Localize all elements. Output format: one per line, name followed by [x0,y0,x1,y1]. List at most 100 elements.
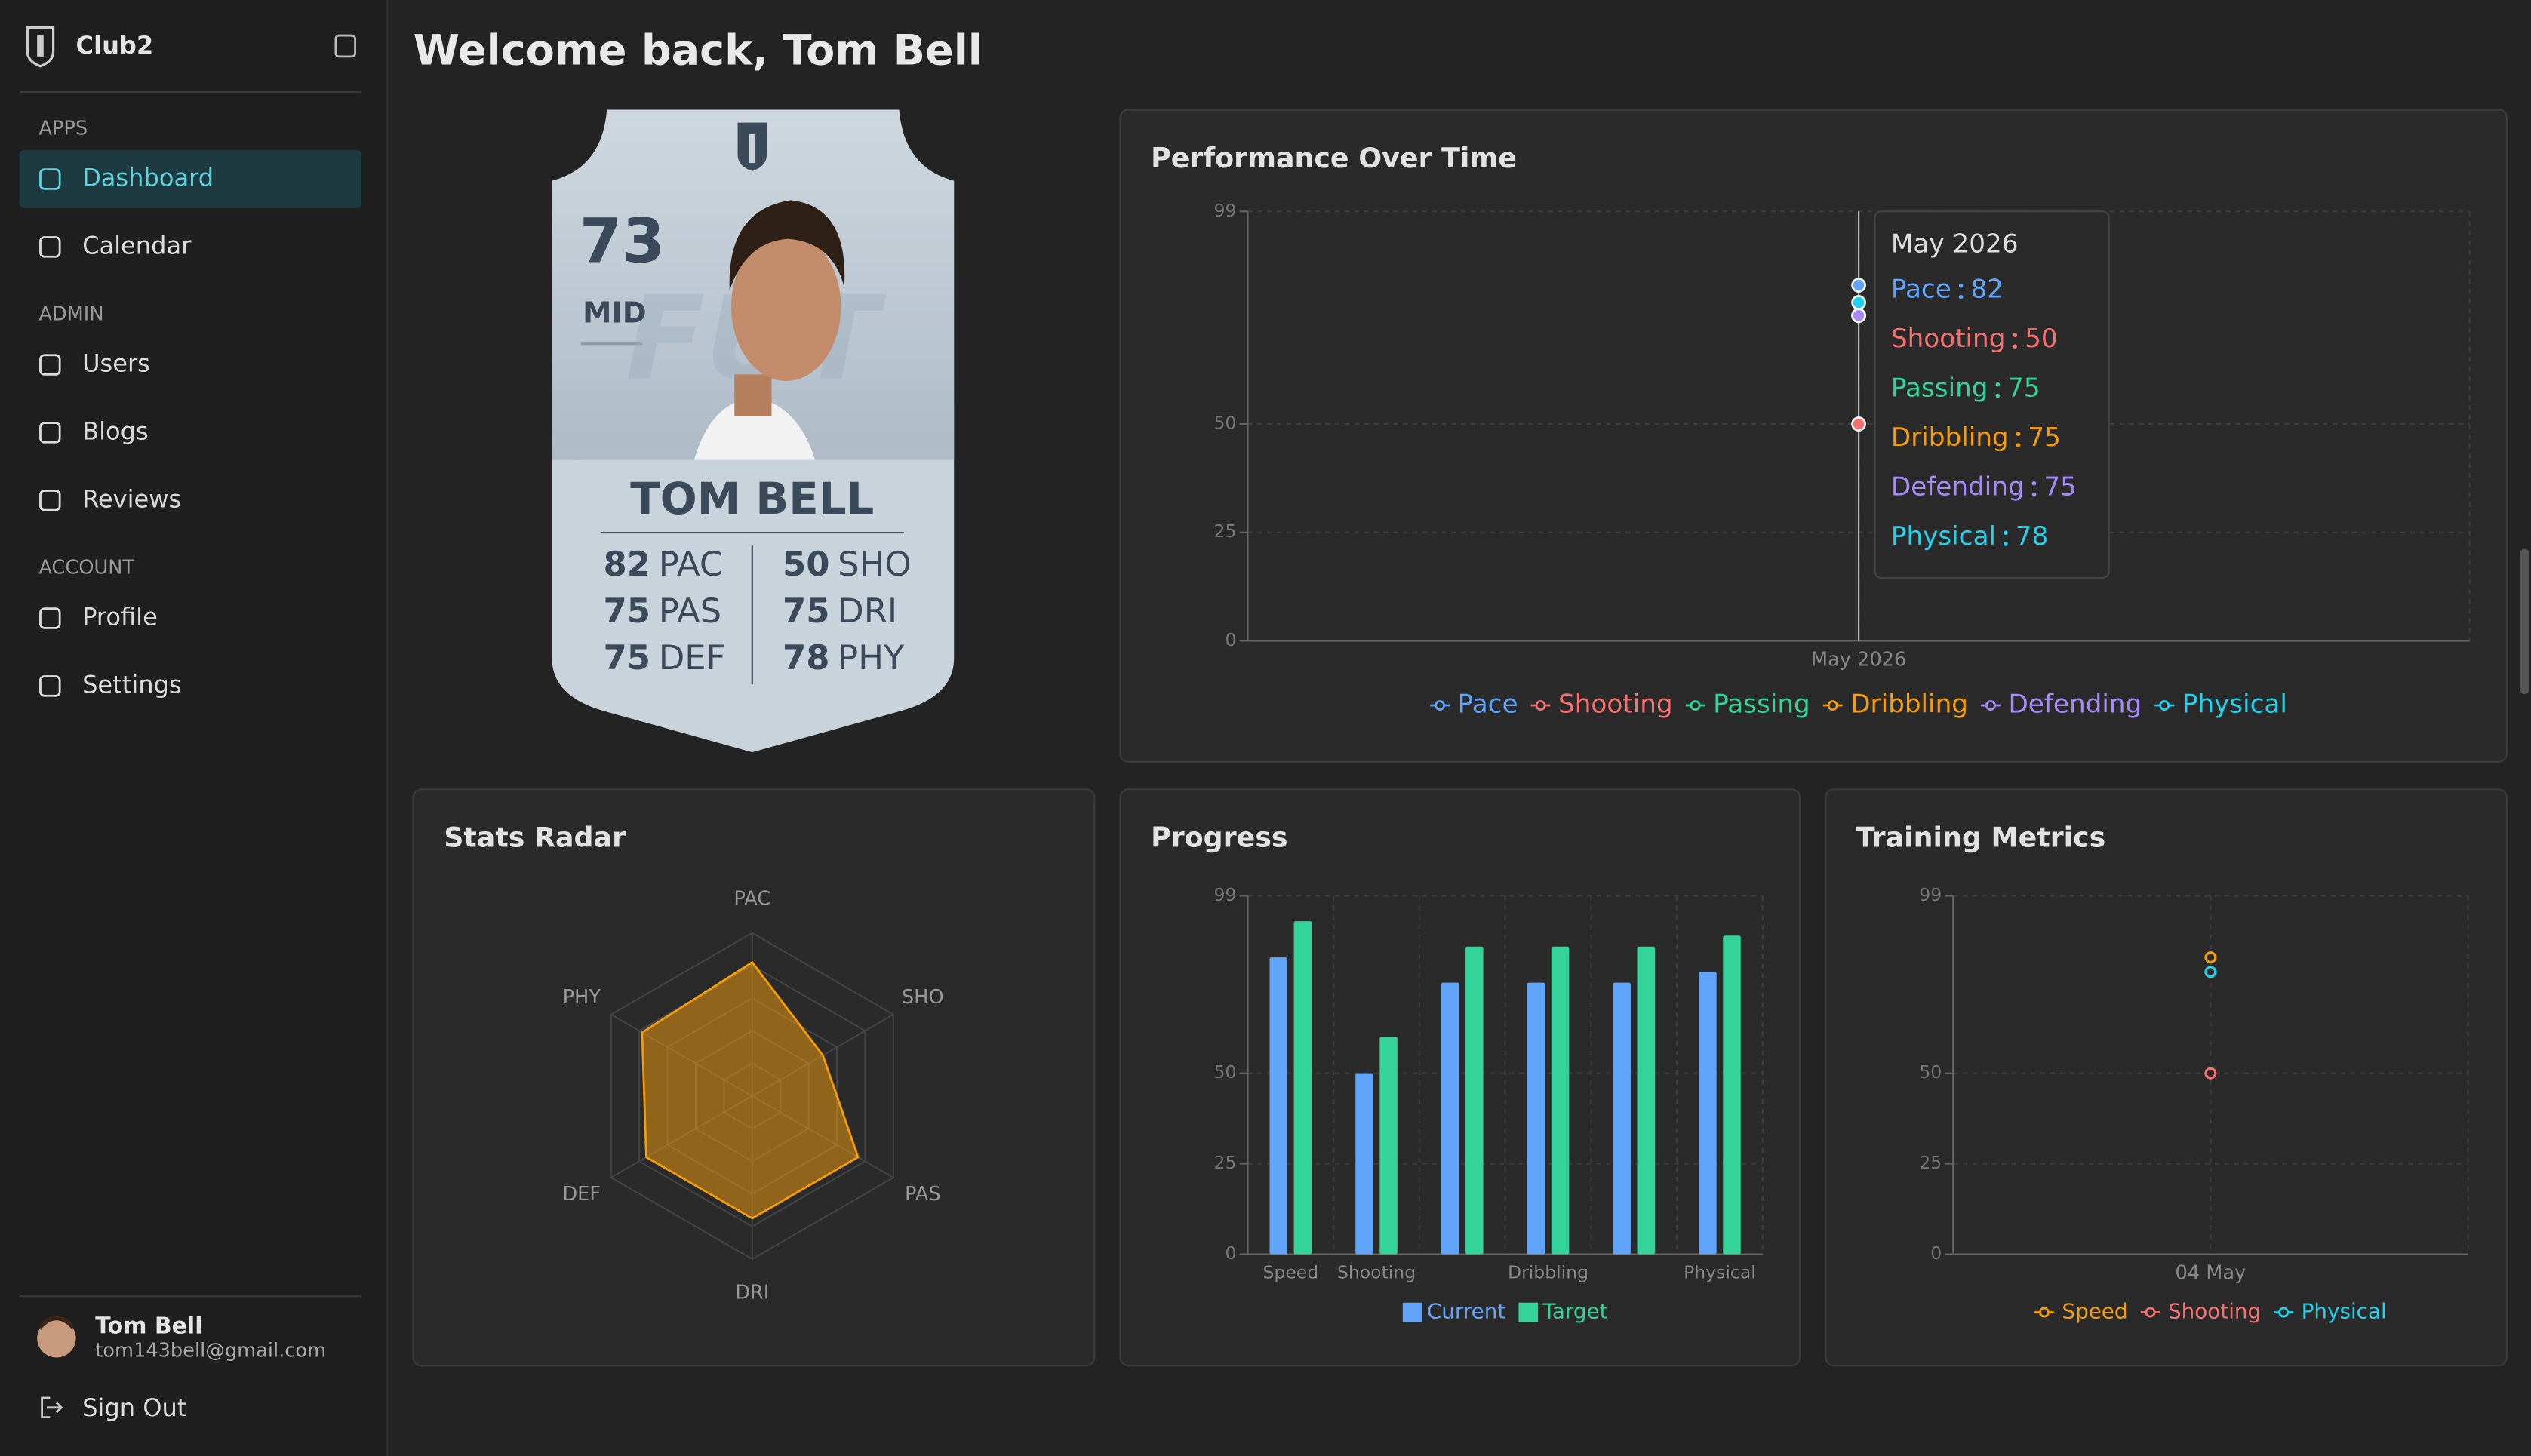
sign-out[interactable]: Sign Out [41,1393,187,1422]
x-tick-label: Dribbling [1508,1262,1588,1283]
legend-label[interactable]: Shooting [2168,1299,2261,1324]
collapse-button[interactable] [334,34,356,58]
y-tick-label: 99 [1214,884,1237,905]
legend-item[interactable]: Defending [1981,690,2142,720]
card-name: TOM BELL [630,473,874,524]
legend-label[interactable]: Shooting [1558,690,1673,720]
legend-item[interactable]: Dribbling [1822,690,1968,720]
bar [1527,982,1545,1255]
legend-label[interactable]: Defending [2008,690,2142,720]
x-tick-label: Physical [1684,1262,1756,1283]
nav-icon [39,607,61,629]
tooltip-value: 75 [2028,422,2061,453]
user-email: tom143bell@gmail.com [95,1339,326,1362]
nav-icon [39,490,61,511]
bar [1465,946,1484,1255]
bar [1441,982,1459,1255]
bar [1269,957,1288,1255]
nav-item[interactable]: Blogs [39,416,149,445]
card-stat-label: DRI [838,591,897,631]
legend-label[interactable]: Physical [2302,1299,2387,1324]
legend-label[interactable]: Current [1427,1299,1505,1324]
section-title: ACCOUNT [38,557,134,579]
nav-item[interactable]: Calendar [39,231,192,260]
legend-item[interactable]: Pace [1430,690,1518,720]
sign-out-label[interactable]: Sign Out [82,1393,186,1422]
tooltip-name: Dribbling [1891,422,2009,453]
tooltip-name: Passing [1891,373,1988,404]
bar [1723,935,1741,1255]
tooltip-colon [2013,333,2018,337]
chart-card [1825,788,2508,1367]
legend-swatch [1690,700,1701,711]
tooltip-colon [1958,283,1964,288]
nav-label[interactable]: Settings [82,670,182,699]
y-tick-label: 50 [1214,413,1237,434]
tooltip-colon [2016,443,2021,447]
nav-item[interactable]: Reviews [39,484,181,513]
radar-label: SHO [902,986,944,1009]
nav-label[interactable]: Profile [82,602,158,631]
card-stat-label: DEF [659,637,726,677]
nav-label[interactable]: Calendar [82,231,192,260]
radar-label: DEF [562,1183,601,1206]
nav-item[interactable]: Users [39,349,150,378]
legend-item[interactable]: Shooting [1530,690,1673,720]
y-tick-label: 50 [1919,1061,1942,1083]
legend-label[interactable]: Passing [1713,690,1810,720]
legend-swatch [2278,1307,2290,1318]
data-point [2204,966,2217,978]
sidebar [0,0,388,1456]
section-title: APPS [38,118,88,140]
legend-label[interactable]: Physical [2182,690,2287,720]
legend-swatch [1535,700,1546,711]
scrollbar[interactable] [2520,548,2529,695]
chart-title: Stats Radar [444,822,626,854]
card-rating: 73 [580,207,665,278]
tooltip-value: 78 [2016,521,2049,551]
page-title: Welcome back, Tom Bell [414,26,983,75]
tooltip-value: 75 [2007,373,2040,404]
tooltip-colon [1995,393,2001,398]
tooltip-colon [2004,530,2008,535]
legend-item[interactable]: Physical [2154,690,2287,720]
y-tick-label: 25 [1919,1152,1942,1173]
bar [1613,982,1631,1255]
nav-label[interactable]: Reviews [82,484,181,513]
card-stat-label: PAS [659,591,721,631]
nav-label[interactable]: Dashboard [82,164,214,192]
nav-icon [39,236,61,258]
tooltip-value: 50 [2025,324,2058,354]
x-tick-label: Shooting [1337,1262,1416,1283]
x-tick-label: Speed [1262,1262,1318,1283]
data-point [2204,951,2217,964]
nav-label[interactable]: Blogs [82,416,149,445]
legend-label[interactable]: Dribbling [1850,690,1968,720]
tooltip-colon [2004,542,2008,546]
legend-item[interactable]: Shooting [2140,1299,2262,1324]
nav-item[interactable]: Settings [39,670,182,699]
legend-item[interactable]: Passing [1685,690,1810,720]
data-point [1851,278,1866,293]
legend-label[interactable]: Target [1542,1299,1607,1324]
legend-item[interactable]: Target [1518,1299,1608,1324]
nav-item[interactable]: Profile [39,602,158,631]
legend-swatch [2159,700,2170,711]
tooltip-value: 82 [1970,275,2004,305]
nav-item[interactable]: Dashboard [19,149,362,209]
legend-item[interactable]: Physical [2274,1299,2387,1324]
legend-swatch [2145,1307,2156,1318]
chart-title: Training Metrics [1856,822,2105,854]
radar-label: PAS [905,1183,941,1206]
nav-icon [39,168,61,190]
legend-item[interactable]: Current [1402,1299,1506,1324]
nav-label[interactable]: Users [82,349,150,378]
player-card: FUT73MIDTOM BELL82PAC50SHO75PAS75DRI75DE… [552,109,955,753]
card-position: MID [583,296,647,330]
legend-label[interactable]: Speed [2062,1299,2127,1324]
legend-item[interactable]: Speed [2034,1299,2128,1324]
bar [1293,921,1312,1255]
legend-label[interactable]: Pace [1458,690,1518,720]
legend: Speed Shooting Physical [2034,1299,2387,1324]
